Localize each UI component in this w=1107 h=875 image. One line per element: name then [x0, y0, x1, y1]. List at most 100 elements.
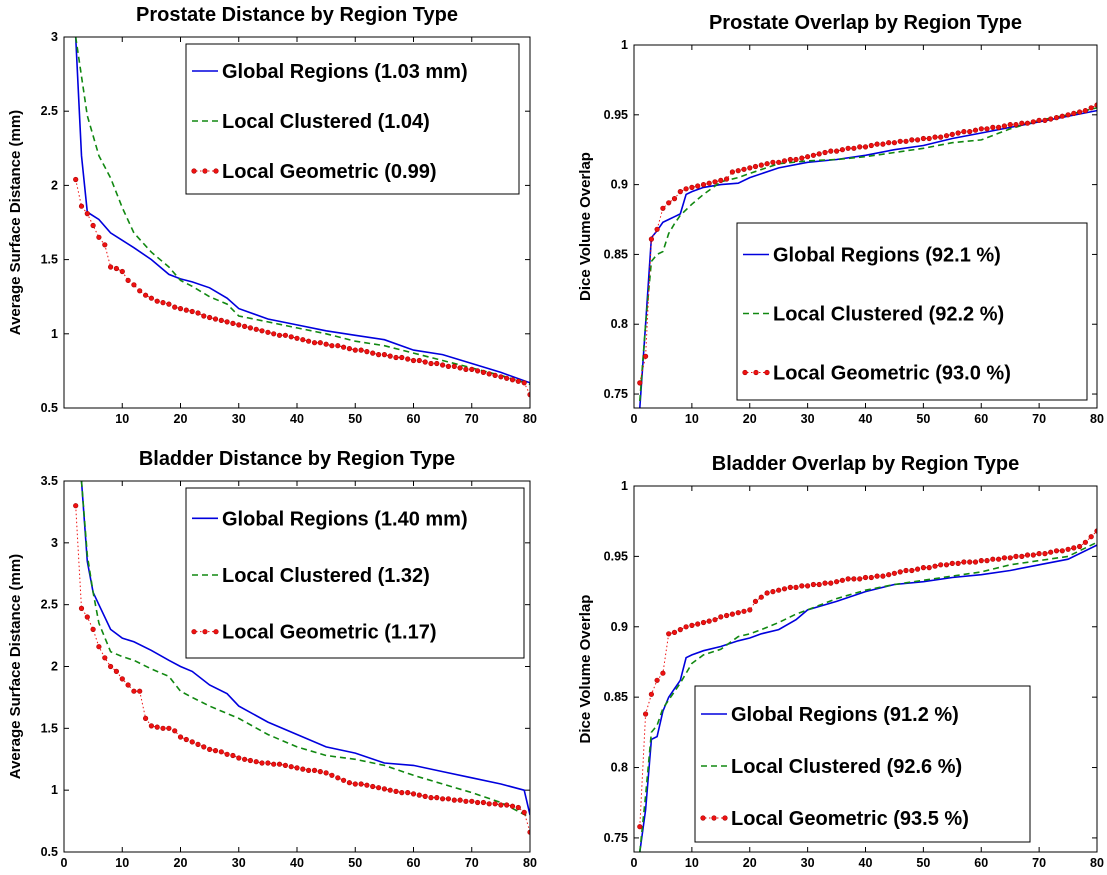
series-point [1048, 549, 1054, 555]
y-tick-label: 0.9 [611, 620, 628, 634]
series-point [73, 503, 79, 509]
series-point [781, 586, 788, 592]
series-point [78, 203, 85, 209]
series-point [242, 323, 248, 330]
series-point [329, 343, 335, 349]
plot-frame [63, 480, 531, 853]
series-point [504, 375, 510, 381]
series-point [84, 211, 90, 217]
series-point [1065, 112, 1071, 118]
series-point [955, 560, 961, 567]
series-point [671, 196, 678, 202]
series-point [428, 794, 434, 801]
series-point [1071, 110, 1077, 116]
legend: Global Regions (1.40 mm) Local Clustered … [185, 487, 525, 659]
series-point [90, 222, 96, 229]
legend-marker [202, 629, 208, 635]
legend-marker [213, 168, 219, 174]
series-point [1001, 555, 1008, 561]
series-point [909, 137, 915, 143]
series-point [764, 590, 770, 596]
series-point [700, 182, 707, 188]
series-point [1019, 553, 1025, 560]
series-point [201, 313, 207, 319]
series-point [880, 573, 886, 579]
series-point [364, 782, 370, 788]
y-tick-label: 1 [621, 479, 628, 493]
series-point [294, 765, 300, 771]
series-point [509, 803, 516, 809]
series-point [752, 163, 759, 170]
series-point [920, 564, 927, 571]
x-tick-label: 60 [407, 412, 421, 426]
series-line-2 [74, 37, 530, 386]
series-point [1053, 114, 1060, 121]
series-point [845, 576, 851, 582]
series-point [177, 306, 184, 312]
series-point [230, 320, 236, 327]
series-point [317, 340, 323, 346]
series-point [445, 796, 452, 802]
x-tick-label: 70 [465, 412, 479, 426]
series-point [666, 200, 672, 206]
chart-panel-2: Prostate Overlap by Region Type Dice Volu… [577, 12, 1104, 426]
chart-panel-3: Bladder Distance by Region Type Average S… [7, 448, 537, 870]
legend-label-1: Global Regions (92.1 %) [773, 245, 1001, 267]
series-point [799, 583, 805, 589]
series-point [1030, 552, 1036, 558]
series-point [341, 777, 347, 783]
series-point [154, 298, 160, 304]
series-point [113, 668, 119, 675]
series-point [376, 785, 382, 791]
series-point [706, 618, 712, 624]
series-point [1007, 121, 1013, 128]
series-point [677, 626, 683, 633]
x-tick-label: 10 [685, 412, 699, 426]
series-point [207, 746, 213, 753]
series-point [469, 366, 475, 373]
series-point [276, 761, 283, 767]
series-point [938, 562, 944, 568]
x-tick-label: 40 [290, 412, 304, 426]
series-point [1019, 120, 1025, 126]
series-point [943, 562, 950, 568]
series-point [410, 791, 417, 797]
series-point [440, 796, 446, 802]
legend-marker [202, 168, 208, 174]
series-point [259, 328, 265, 334]
y-tick-label: 1 [51, 783, 58, 797]
series-point [224, 319, 230, 325]
series-point [1042, 117, 1048, 123]
series-point [822, 580, 828, 586]
series-point [1042, 550, 1048, 557]
series-point [148, 295, 154, 301]
series-line-1 [80, 481, 530, 816]
series-point [492, 801, 498, 807]
series-point [914, 566, 921, 572]
series-point [909, 567, 915, 574]
y-tick-label: 0.85 [604, 247, 628, 261]
series-point [851, 145, 857, 151]
series-point [102, 655, 108, 661]
series-point [1007, 555, 1013, 561]
series-point [741, 608, 747, 614]
series-point [434, 794, 440, 801]
series-point [335, 343, 341, 349]
series-point [247, 757, 253, 764]
series-point [300, 766, 306, 772]
series-point [492, 372, 498, 379]
series-point [166, 725, 172, 731]
series-line-1 [639, 109, 1097, 408]
series-point [405, 789, 411, 796]
legend-marker [753, 369, 759, 376]
series-point [747, 607, 753, 613]
series-point [689, 622, 695, 629]
series-point [793, 584, 799, 591]
series-point [317, 768, 323, 775]
series-point [271, 761, 277, 767]
series-point [265, 329, 271, 335]
y-tick-label: 2 [51, 660, 58, 674]
y-tick-label: 3 [51, 536, 58, 550]
y-tick-label: 3 [51, 30, 58, 44]
